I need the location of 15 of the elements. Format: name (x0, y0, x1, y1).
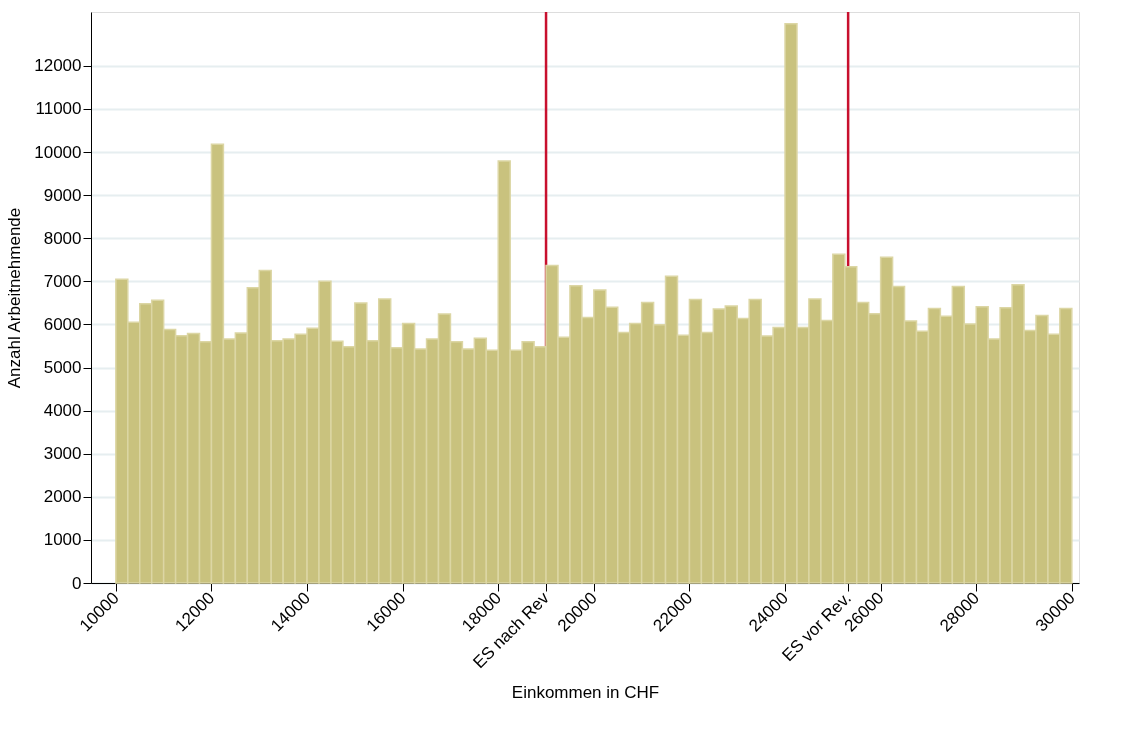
y-tick-label: 1000 (43, 530, 82, 550)
y-tick-label: 5000 (43, 358, 82, 378)
y-tick-label: 3000 (43, 444, 82, 464)
y-tick-label: 4000 (43, 401, 82, 421)
y-tick-label: 6000 (43, 314, 82, 334)
y-tick-label: 11000 (35, 99, 82, 119)
y-tick-label: 10000 (34, 142, 82, 162)
y-axis-title: Anzahl Arbeitnehmende (5, 207, 25, 389)
x-axis-title: Einkommen in CHF (511, 683, 660, 703)
y-tick-label: 8000 (43, 228, 82, 248)
y-tick-label: 7000 (43, 271, 82, 291)
y-tick-label: 2000 (43, 487, 82, 507)
y-tick-label: 0 (72, 573, 82, 593)
y-tick-label: 12000 (34, 56, 82, 76)
y-tick-label: 9000 (43, 185, 82, 205)
